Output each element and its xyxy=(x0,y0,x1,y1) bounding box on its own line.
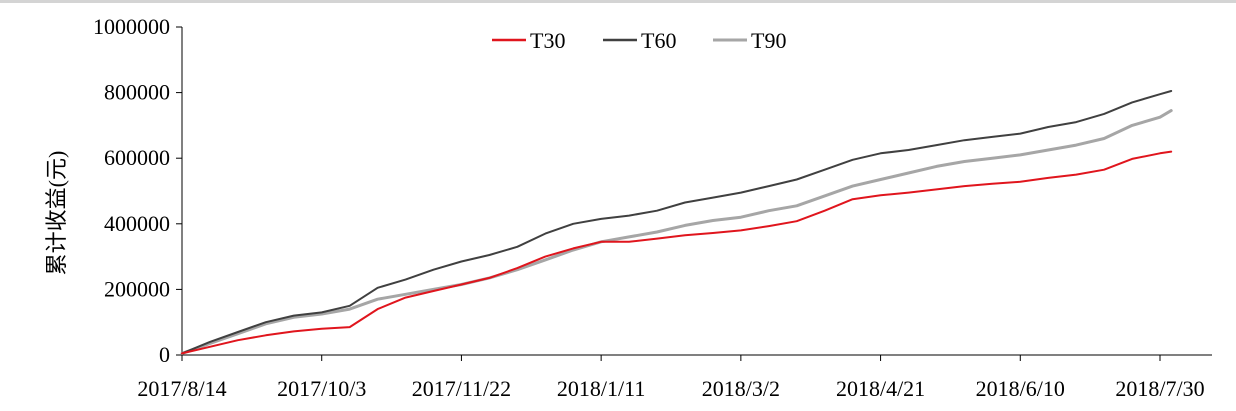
y-tick-label: 200000 xyxy=(104,276,170,301)
x-tick-label: 2018/3/2 xyxy=(702,376,780,401)
y-tick-label: 600000 xyxy=(104,145,170,170)
legend-label-t90: T90 xyxy=(751,28,786,53)
legend-label-t60: T60 xyxy=(641,28,676,53)
y-axis-label: 累计收益(元) xyxy=(44,151,69,276)
x-tick-label: 2018/4/21 xyxy=(836,376,925,401)
y-tick-label: 0 xyxy=(159,342,170,367)
series-line-t30 xyxy=(181,150,1173,355)
x-tick-label: 2018/7/30 xyxy=(1115,376,1204,401)
axes: 0 200000 400000 600000 800000 1000000 2017/8/1… xyxy=(93,14,1212,401)
legend-label-t30: T30 xyxy=(530,28,565,53)
y-tick-label: 800000 xyxy=(104,80,170,105)
x-tick-label: 2017/11/22 xyxy=(412,376,511,401)
x-tick-label: 2018/6/10 xyxy=(976,376,1065,401)
series-line-t60 xyxy=(181,90,1173,355)
series-lines xyxy=(180,90,1173,355)
y-tick-label: 1000000 xyxy=(93,14,170,39)
line-chart: 0 200000 400000 600000 800000 1000000 2017/8/1… xyxy=(44,14,1212,401)
x-tick-label: 2017/8/14 xyxy=(137,376,226,401)
x-tick-label: 2017/10/3 xyxy=(277,376,366,401)
legend: T30 T60 T90 xyxy=(492,28,786,53)
series-line-t90 xyxy=(180,109,1173,355)
y-tick-label: 400000 xyxy=(104,211,170,236)
x-tick-label: 2018/1/11 xyxy=(557,376,645,401)
